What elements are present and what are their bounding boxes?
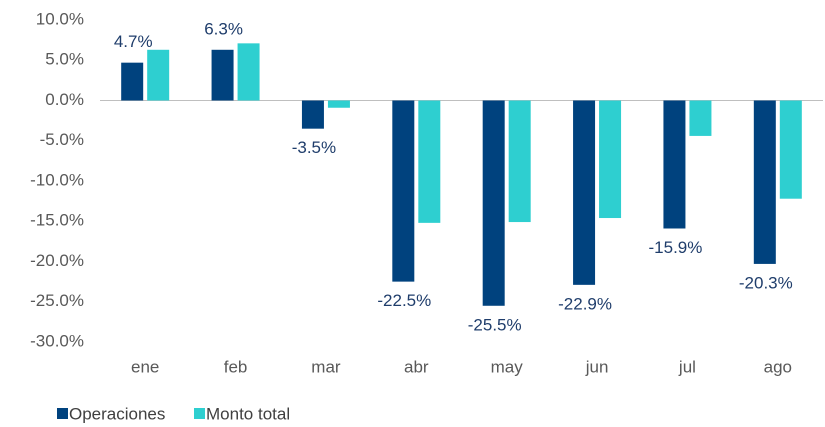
bar [663, 100, 686, 229]
y-tick-label: -25.0% [30, 291, 84, 310]
bar [779, 100, 802, 199]
bar [482, 100, 505, 306]
x-tick-label: may [491, 357, 524, 376]
y-tick-label: -20.0% [30, 251, 84, 270]
bar [301, 100, 324, 129]
y-tick-label: -15.0% [30, 211, 84, 230]
bar [508, 100, 531, 223]
legend-label: Monto total [206, 404, 290, 423]
bar [689, 100, 712, 136]
x-tick-label: jun [585, 357, 609, 376]
bar [392, 100, 415, 282]
bar [573, 100, 596, 285]
bar [327, 100, 350, 108]
bar [418, 100, 441, 223]
x-tick-label: mar [311, 357, 341, 376]
value-label: -20.3% [739, 273, 793, 292]
bar [237, 43, 260, 101]
y-tick-label: -30.0% [30, 331, 84, 350]
value-label: -22.5% [377, 291, 431, 310]
bar [147, 49, 170, 101]
y-tick-label: -10.0% [30, 170, 84, 189]
y-tick-label: 10.0% [36, 9, 84, 28]
y-tick-label: -5.0% [40, 130, 84, 149]
bar [121, 62, 144, 101]
legend-swatch [57, 408, 68, 419]
x-tick-label: ene [131, 357, 159, 376]
x-tick-label: jul [678, 357, 696, 376]
bar [599, 100, 622, 219]
y-tick-label: 5.0% [45, 50, 84, 69]
y-tick-label: 0.0% [45, 90, 84, 109]
value-label: -25.5% [468, 315, 522, 334]
legend-swatch [194, 408, 205, 419]
value-label: -22.9% [558, 294, 612, 313]
x-tick-label: ago [764, 357, 792, 376]
value-label: -15.9% [649, 238, 703, 257]
x-tick-label: feb [224, 357, 248, 376]
value-label: 6.3% [204, 19, 243, 38]
legend-label: Operaciones [69, 404, 165, 423]
value-label: -3.5% [292, 138, 336, 157]
x-tick-label: abr [404, 357, 429, 376]
value-label: 4.7% [114, 32, 153, 51]
bar [753, 100, 776, 264]
bar [211, 49, 234, 101]
